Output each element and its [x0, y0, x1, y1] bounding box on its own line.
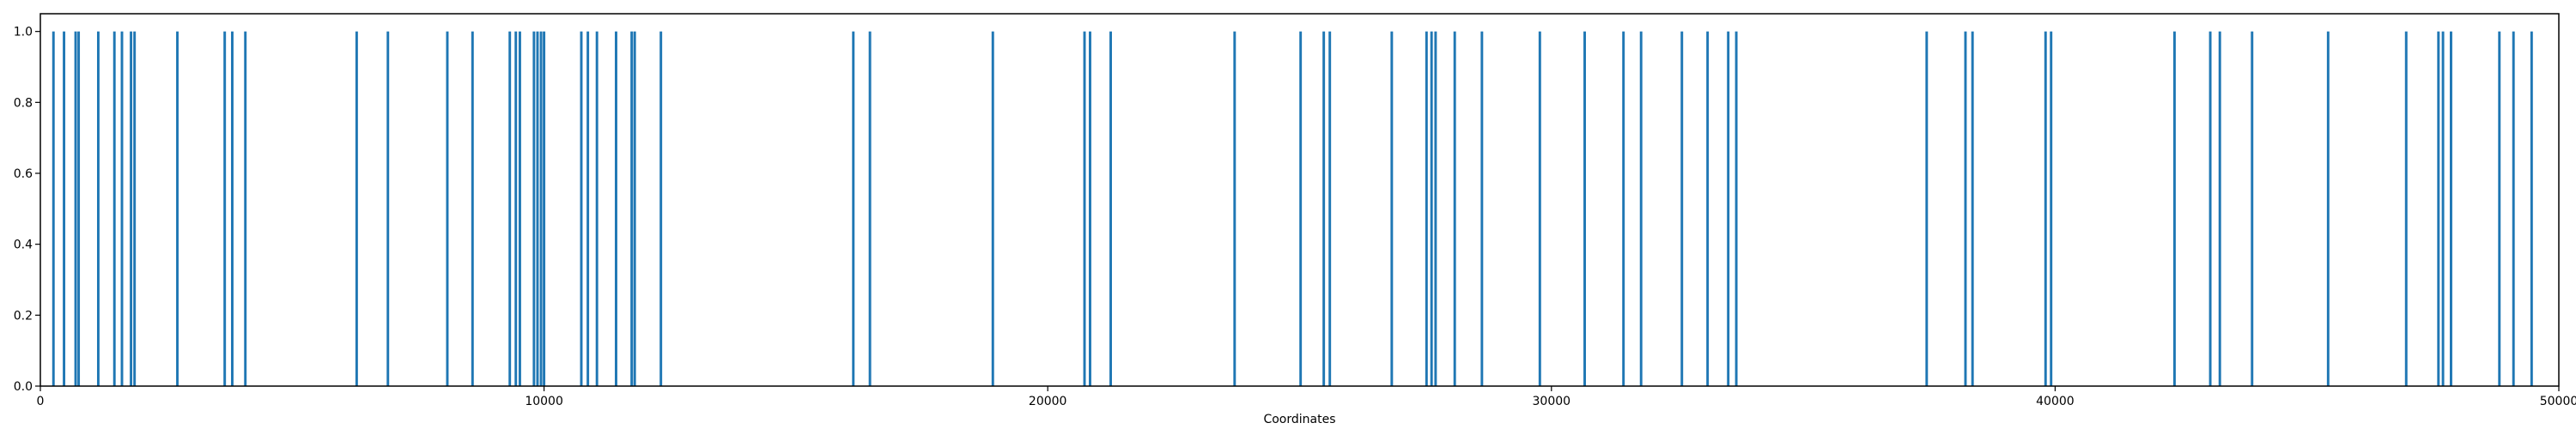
- bar: [1322, 31, 1326, 387]
- x-tick-label: 40000: [2036, 395, 2075, 408]
- bar: [595, 31, 598, 387]
- x-tick-label: 0: [37, 395, 45, 408]
- bar: [539, 31, 543, 387]
- bar: [244, 31, 247, 387]
- bar: [1964, 31, 1967, 387]
- bar: [543, 31, 546, 387]
- bar: [120, 31, 124, 387]
- bar: [223, 31, 227, 387]
- bar: [633, 31, 636, 387]
- bar: [2044, 31, 2047, 387]
- bar: [355, 31, 358, 387]
- x-tick-label: 30000: [1533, 395, 1571, 408]
- bar: [1622, 31, 1625, 387]
- bar: [133, 31, 137, 387]
- y-tick-label: 0.2: [14, 309, 33, 323]
- bar: [1480, 31, 1484, 387]
- bar: [1083, 31, 1086, 387]
- bar: [63, 31, 66, 387]
- bar: [659, 31, 663, 387]
- bar: [231, 31, 234, 387]
- bar: [112, 31, 116, 387]
- y-tick-label: 1.0: [14, 26, 33, 39]
- x-tick-label: 10000: [525, 395, 563, 408]
- bar: [96, 31, 100, 387]
- bar: [1925, 31, 1929, 387]
- bar: [2050, 31, 2053, 387]
- x-axis-label: Coordinates: [1263, 413, 1335, 426]
- bar: [1706, 31, 1710, 387]
- y-tick-label: 0.6: [14, 167, 33, 181]
- plot-frame: [39, 13, 2560, 387]
- bar: [1538, 31, 1541, 387]
- x-axis: 0 10000 20000 30000 40000 50000: [37, 386, 2576, 408]
- y-axis: 0.0 0.2 0.4 0.6 0.8 1.0: [14, 26, 40, 394]
- y-tick-label: 0.8: [14, 96, 33, 110]
- bar: [1639, 31, 1643, 387]
- bar: [1583, 31, 1586, 387]
- x-tick-label: 20000: [1029, 395, 1067, 408]
- bar: [446, 31, 449, 387]
- bar: [1425, 31, 1428, 387]
- bar: [1680, 31, 1684, 387]
- x-tick-label: 50000: [2540, 395, 2576, 408]
- bar: [991, 31, 994, 387]
- bar: [130, 31, 133, 387]
- bar: [2404, 31, 2408, 387]
- bar: [2441, 31, 2445, 387]
- bar: [630, 31, 634, 387]
- bar: [508, 31, 512, 387]
- bar: [2437, 31, 2440, 387]
- bar: [176, 31, 179, 387]
- bar: [2512, 31, 2515, 387]
- bar: [580, 31, 583, 387]
- bar: [1971, 31, 1974, 387]
- bar: [518, 31, 521, 387]
- bar: [386, 31, 390, 387]
- y-tick-label: 0.0: [14, 380, 33, 394]
- bar: [52, 31, 55, 387]
- bar: [1328, 31, 1332, 387]
- bar: [586, 31, 590, 387]
- bars-group: [52, 31, 2533, 387]
- bar: [2326, 31, 2330, 387]
- y-tick-label: 0.4: [14, 239, 33, 252]
- bar: [868, 31, 872, 387]
- bar: [2530, 31, 2533, 387]
- bar: [852, 31, 855, 387]
- bar: [1430, 31, 1433, 387]
- bar: [1299, 31, 1303, 387]
- bar: [2218, 31, 2221, 387]
- bar: [1735, 31, 1738, 387]
- bar: [1233, 31, 1236, 387]
- bar: [532, 31, 536, 387]
- bar: [514, 31, 518, 387]
- bar: [536, 31, 539, 387]
- bar: [471, 31, 474, 387]
- bar: [2450, 31, 2452, 387]
- bar: [1727, 31, 1730, 387]
- bar: [1453, 31, 1456, 387]
- bar: [2498, 31, 2501, 387]
- bar: [2208, 31, 2212, 387]
- bar: [1089, 31, 1091, 387]
- bar: [1434, 31, 1437, 387]
- bar: [2172, 31, 2176, 387]
- bar: [74, 31, 77, 387]
- bar: [1109, 31, 1112, 387]
- bar: [77, 31, 81, 387]
- bar: [2251, 31, 2254, 387]
- bar: [615, 31, 617, 387]
- bar: [1390, 31, 1394, 387]
